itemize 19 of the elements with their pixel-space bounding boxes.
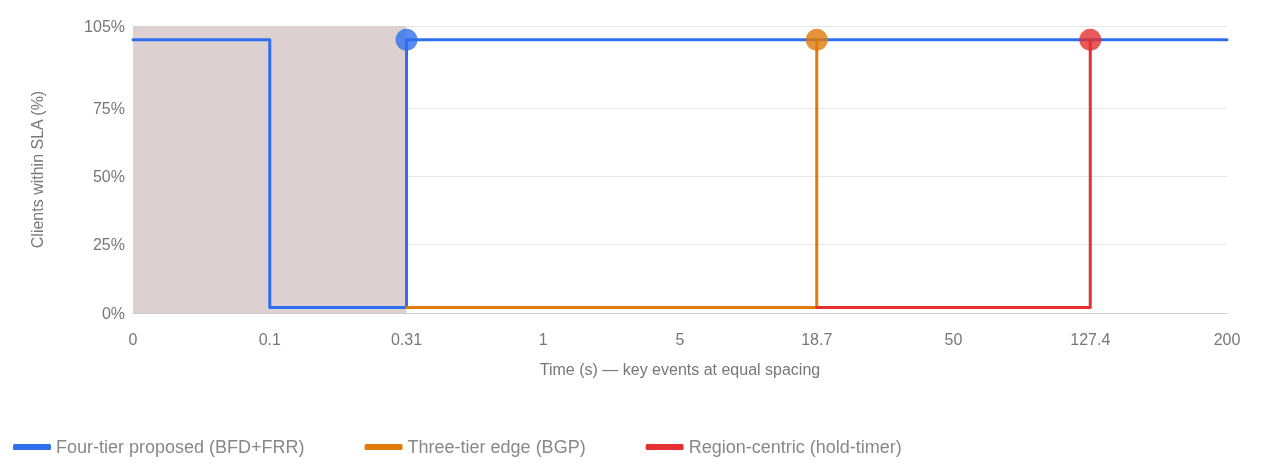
legend-label: Four-tier proposed (BFD+FRR) [56,437,305,457]
y-axis-title: Clients within SLA (%) [28,90,46,249]
x-tick-label: 0.1 [258,330,281,348]
x-tick-label: 0.31 [390,330,423,348]
x-tick-label: 200 [1213,330,1241,348]
x-tick-label: 1 [538,330,548,348]
x-tick-label: 5 [675,330,685,348]
y-tick-label: 105% [84,17,125,35]
y-tick-label: 25% [92,236,125,254]
x-tick-label: 18.7 [801,330,833,348]
x-tick-label: 0 [128,330,138,348]
x-axis-title: Time (s) — key events at equal spacing [539,360,821,378]
legend-label: Region-centric (hold-timer) [688,437,902,457]
x-tick-label: 127.4 [1070,330,1111,348]
y-tick-label: 0% [101,304,125,322]
y-tick-label: 50% [92,167,125,185]
x-tick-label: 50 [944,330,963,348]
y-tick-label: 75% [92,99,125,117]
legend-label: Three-tier edge (BGP) [407,437,586,457]
